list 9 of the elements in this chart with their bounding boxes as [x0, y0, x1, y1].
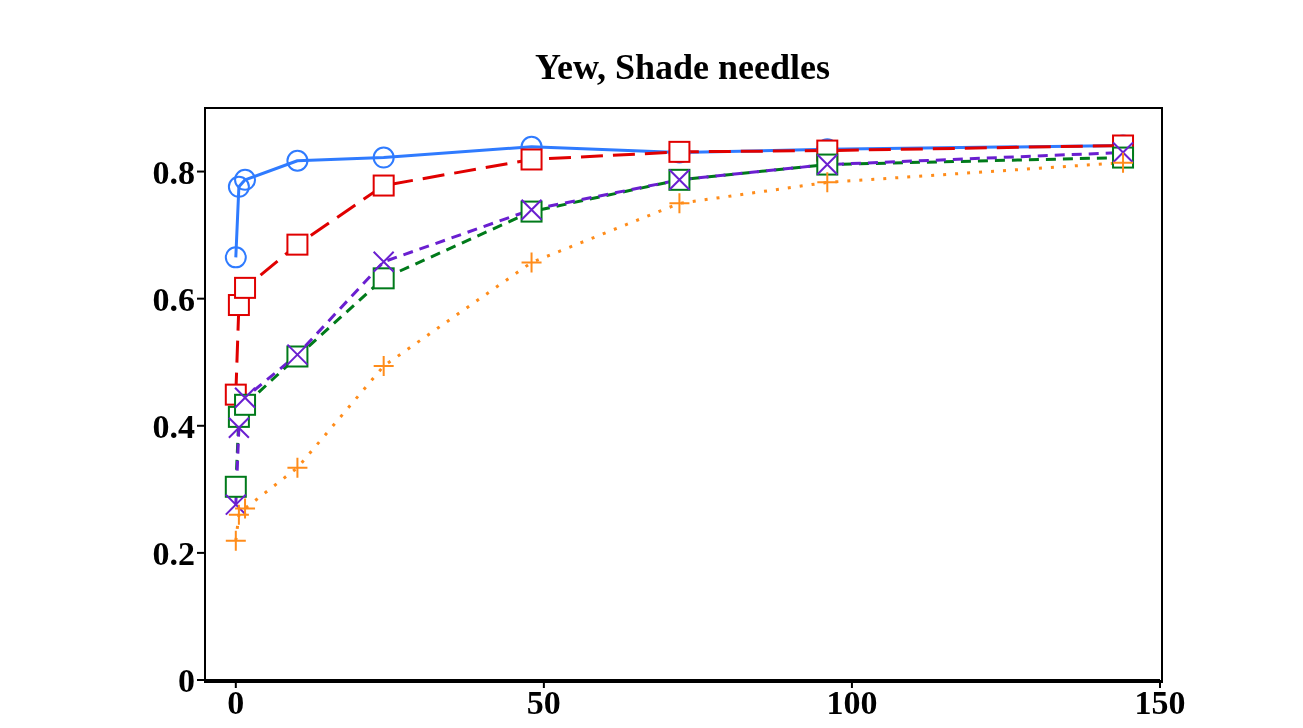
x-tick-label: 0 — [227, 684, 245, 722]
x-tick-label: 150 — [1134, 684, 1186, 722]
y-tick-label: 0.2 — [152, 534, 195, 572]
y-tick-label: 0.4 — [152, 407, 195, 445]
x-tick-label: 100 — [826, 684, 878, 722]
chart-title: Yew, Shade needles — [534, 46, 831, 88]
y-tick-label: 0.6 — [152, 280, 195, 318]
x-tick-label: 50 — [526, 684, 561, 722]
y-tick-label: 0.8 — [152, 153, 195, 191]
